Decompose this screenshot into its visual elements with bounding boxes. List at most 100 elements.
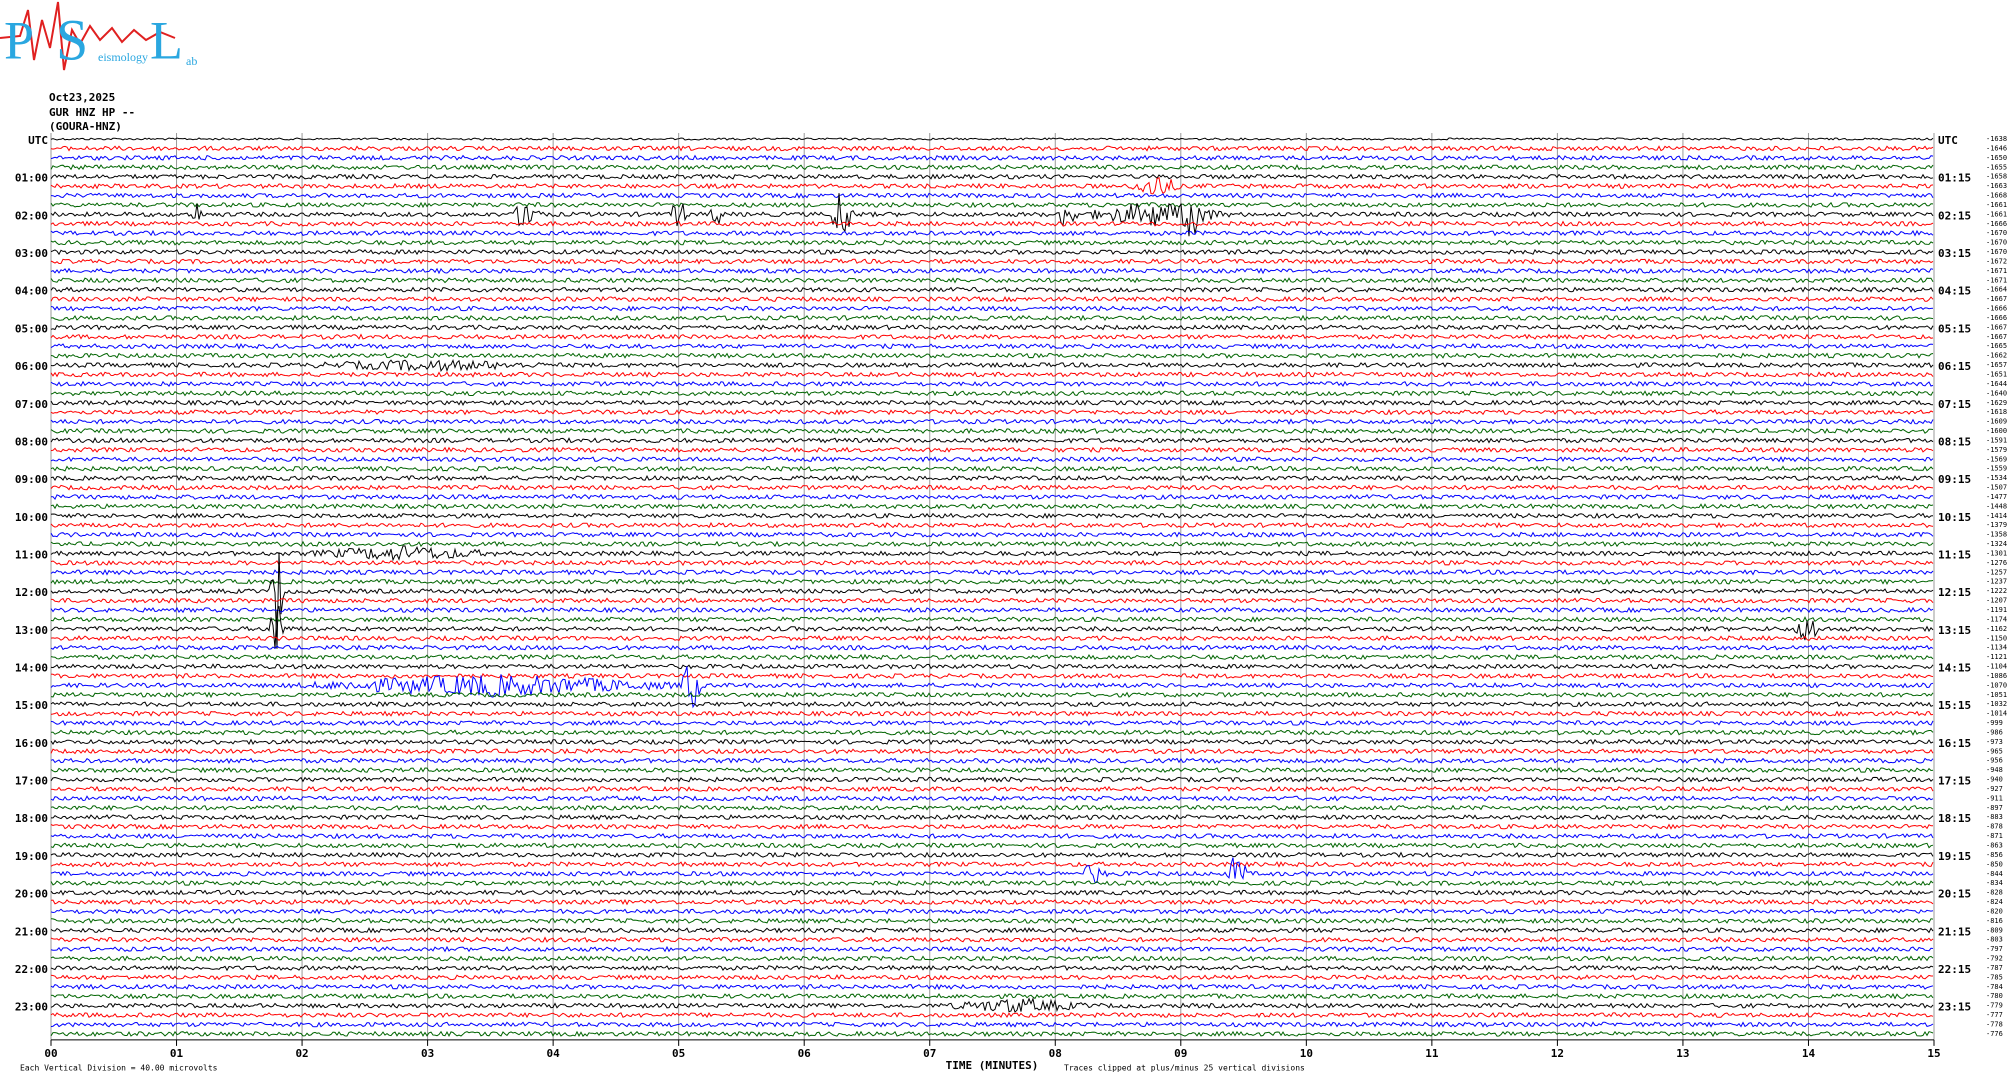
trace xyxy=(50,851,1934,859)
station-name: (GOURA-HNZ) xyxy=(49,120,122,133)
trace xyxy=(50,729,1934,736)
trace-offset: -1666 xyxy=(1986,220,2007,228)
right-time-label: UTC xyxy=(1938,134,1958,147)
trace xyxy=(50,258,1934,265)
trace xyxy=(50,635,1934,642)
trace-offset: -809 xyxy=(1986,926,2003,934)
trace xyxy=(50,559,1934,567)
right-time-label: 18:15 xyxy=(1938,812,1971,825)
trace xyxy=(50,427,1934,435)
trace-offset: -1559 xyxy=(1986,465,2007,473)
logo-letter: L xyxy=(150,10,183,70)
trace xyxy=(50,917,1934,925)
right-time-label: 20:15 xyxy=(1938,888,1971,901)
trace-offset: -820 xyxy=(1986,907,2003,915)
trace-offset: -1162 xyxy=(1986,625,2007,633)
trace-offset: -1618 xyxy=(1986,408,2007,416)
trace-offset: -1104 xyxy=(1986,663,2007,671)
left-time-label: 18:00 xyxy=(15,812,48,825)
trace xyxy=(50,201,1934,209)
left-time-label: 19:00 xyxy=(15,850,48,863)
trace xyxy=(50,785,1934,793)
trace xyxy=(50,766,1934,774)
trace-offset: -940 xyxy=(1986,776,2003,784)
trace xyxy=(50,193,1934,237)
right-time-label: 02:15 xyxy=(1938,209,1971,222)
trace xyxy=(50,804,1934,811)
trace xyxy=(50,832,1934,840)
trace-offset: -1414 xyxy=(1986,512,2007,520)
trace xyxy=(50,653,1934,661)
right-time-label: 10:15 xyxy=(1938,511,1971,524)
right-time-label: 09:15 xyxy=(1938,473,1971,486)
right-time-label: 22:15 xyxy=(1938,963,1971,976)
trace-offset: -780 xyxy=(1986,992,2003,1000)
trace xyxy=(50,605,1934,649)
trace-offset: -1651 xyxy=(1986,371,2007,379)
trace xyxy=(50,176,1934,195)
right-time-label: 06:15 xyxy=(1938,360,1971,373)
x-tick-label: 14 xyxy=(1802,1047,1816,1060)
trace-offset: -1671 xyxy=(1986,267,2007,275)
trace xyxy=(50,927,1934,934)
trace xyxy=(50,305,1934,312)
trace-offset: -1324 xyxy=(1986,540,2007,548)
logo-letter: P xyxy=(4,10,34,70)
trace xyxy=(50,371,1934,378)
left-time-label: 20:00 xyxy=(15,888,48,901)
right-time-label: 03:15 xyxy=(1938,247,1971,260)
left-time-label: UTC xyxy=(28,134,48,147)
trace xyxy=(50,390,1934,397)
trace-offset: -1134 xyxy=(1986,644,2007,652)
right-time-label: 16:15 xyxy=(1938,737,1971,750)
trace xyxy=(50,908,1934,915)
right-time-label: 05:15 xyxy=(1938,322,1971,335)
trace xyxy=(50,578,1934,586)
trace xyxy=(50,1021,1934,1028)
trace xyxy=(50,267,1934,275)
trace xyxy=(50,569,1934,576)
trace-offset: -1579 xyxy=(1986,446,2007,454)
trace-offset: -778 xyxy=(1986,1020,2003,1028)
trace-offset: -871 xyxy=(1986,832,2003,840)
right-time-label: 15:15 xyxy=(1938,699,1971,712)
trace xyxy=(50,164,1934,171)
trace xyxy=(50,823,1934,830)
trace xyxy=(51,814,1934,821)
trace xyxy=(50,996,1934,1014)
trace xyxy=(50,456,1934,463)
trace xyxy=(50,286,1934,293)
left-time-label: 21:00 xyxy=(15,925,48,938)
trace xyxy=(50,531,1934,538)
trace xyxy=(50,795,1934,802)
x-tick-label: 05 xyxy=(672,1047,685,1060)
trace-offset: -1477 xyxy=(1986,493,2007,501)
trace-offset: -1591 xyxy=(1986,436,2007,444)
trace-offset: -1257 xyxy=(1986,568,2007,576)
left-time-label: 05:00 xyxy=(15,322,48,335)
left-time-label: 03:00 xyxy=(15,247,48,260)
x-tick-label: 10 xyxy=(1300,1047,1313,1060)
trace-offset: -1150 xyxy=(1986,634,2007,642)
trace xyxy=(50,358,1934,373)
left-time-label: 13:00 xyxy=(15,624,48,637)
trace-offset: -1379 xyxy=(1986,521,2007,529)
trace xyxy=(50,898,1934,906)
trace-offset: -1121 xyxy=(1986,653,2007,661)
trace-offset: -1655 xyxy=(1986,163,2007,171)
right-time-label: 07:15 xyxy=(1938,398,1971,411)
trace-offset: -1174 xyxy=(1986,615,2007,623)
logo-letter: S xyxy=(56,7,88,72)
trace-offset: -1661 xyxy=(1986,201,2007,209)
right-time-label: 19:15 xyxy=(1938,850,1971,863)
trace-offset: -1666 xyxy=(1986,305,2007,313)
trace-offset: -1662 xyxy=(1986,352,2007,360)
trace-offset: -787 xyxy=(1986,964,2003,972)
right-time-label: 14:15 xyxy=(1938,662,1971,675)
trace-offset: -878 xyxy=(1986,823,2003,831)
trace-offset: -803 xyxy=(1986,936,2003,944)
trace xyxy=(50,936,1934,943)
trace-offset: -1657 xyxy=(1986,361,2007,369)
left-time-label: 01:00 xyxy=(15,172,48,185)
